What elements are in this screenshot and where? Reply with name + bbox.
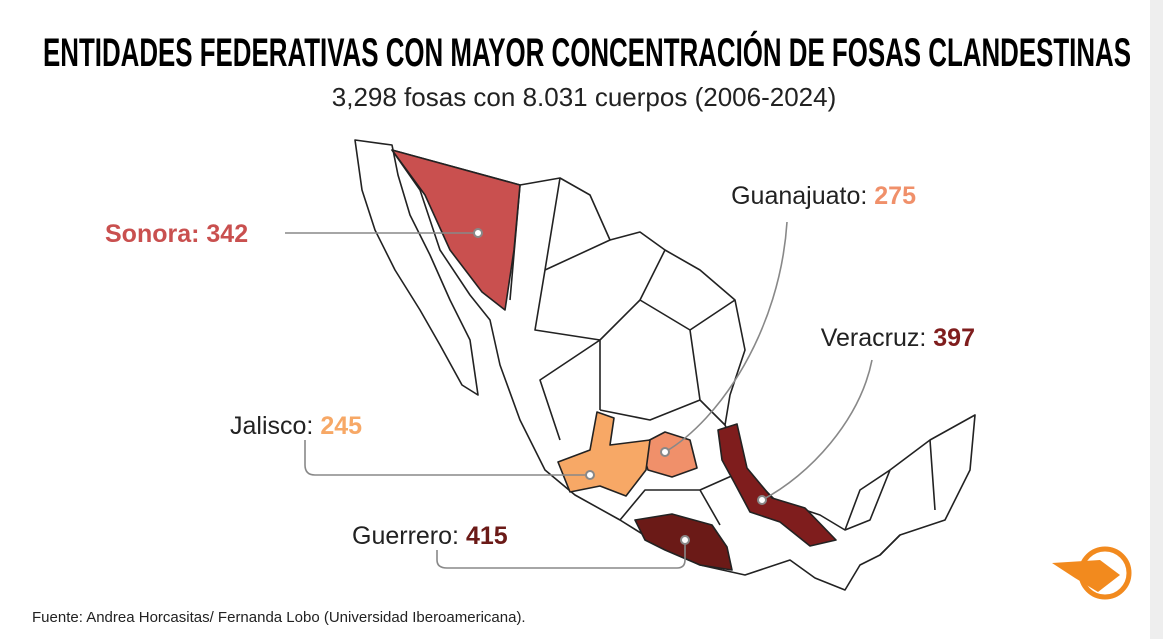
state-label: Guerrero: 415 [352, 522, 508, 550]
state-value: 415 [466, 522, 508, 550]
state-value: 275 [874, 182, 916, 210]
subtitle: 3,298 fosas con 8.031 cuerpos (2006-2024… [332, 82, 836, 112]
state-dot [757, 495, 767, 505]
baja-peninsula [354, 139, 479, 396]
state-shape [391, 149, 521, 311]
state-name: Veracruz: [821, 324, 927, 352]
leader-line [304, 440, 590, 476]
leader-line [664, 221, 788, 453]
state-name: Sonora: [105, 220, 199, 248]
state-shape [717, 423, 837, 547]
title: ENTIDADES FEDERATIVAS CON MAYOR CONCENTR… [43, 29, 1131, 75]
state-dot [660, 447, 670, 457]
state-label: Sonora: 342 [105, 220, 248, 248]
state-name: Jalisco: [230, 412, 313, 440]
state-value: 397 [933, 324, 975, 352]
state-label: Veracruz: 397 [821, 324, 975, 352]
leader-line [436, 540, 686, 569]
callouts: Sonora: 342 Guanajuato: 275 Veracruz: 397 J… [105, 182, 975, 569]
edge [1150, 0, 1163, 639]
state-name: Guanajuato: [731, 182, 867, 210]
mainland [391, 149, 976, 591]
state-dot [680, 535, 690, 545]
state-value: 245 [320, 412, 362, 440]
leader-line [761, 359, 873, 501]
state-dot [473, 228, 483, 238]
state-dot [585, 470, 595, 480]
logo [1052, 546, 1132, 600]
state-label: Jalisco: 245 [230, 412, 362, 440]
state-name: Guerrero: [352, 522, 459, 550]
map [354, 139, 976, 591]
state-value: 342 [206, 220, 248, 248]
logo-bird [1052, 560, 1120, 592]
state-label: Guanajuato: 275 [731, 182, 916, 210]
source: Fuente: Andrea Horcasitas/ Fernanda Lobo… [32, 609, 526, 626]
